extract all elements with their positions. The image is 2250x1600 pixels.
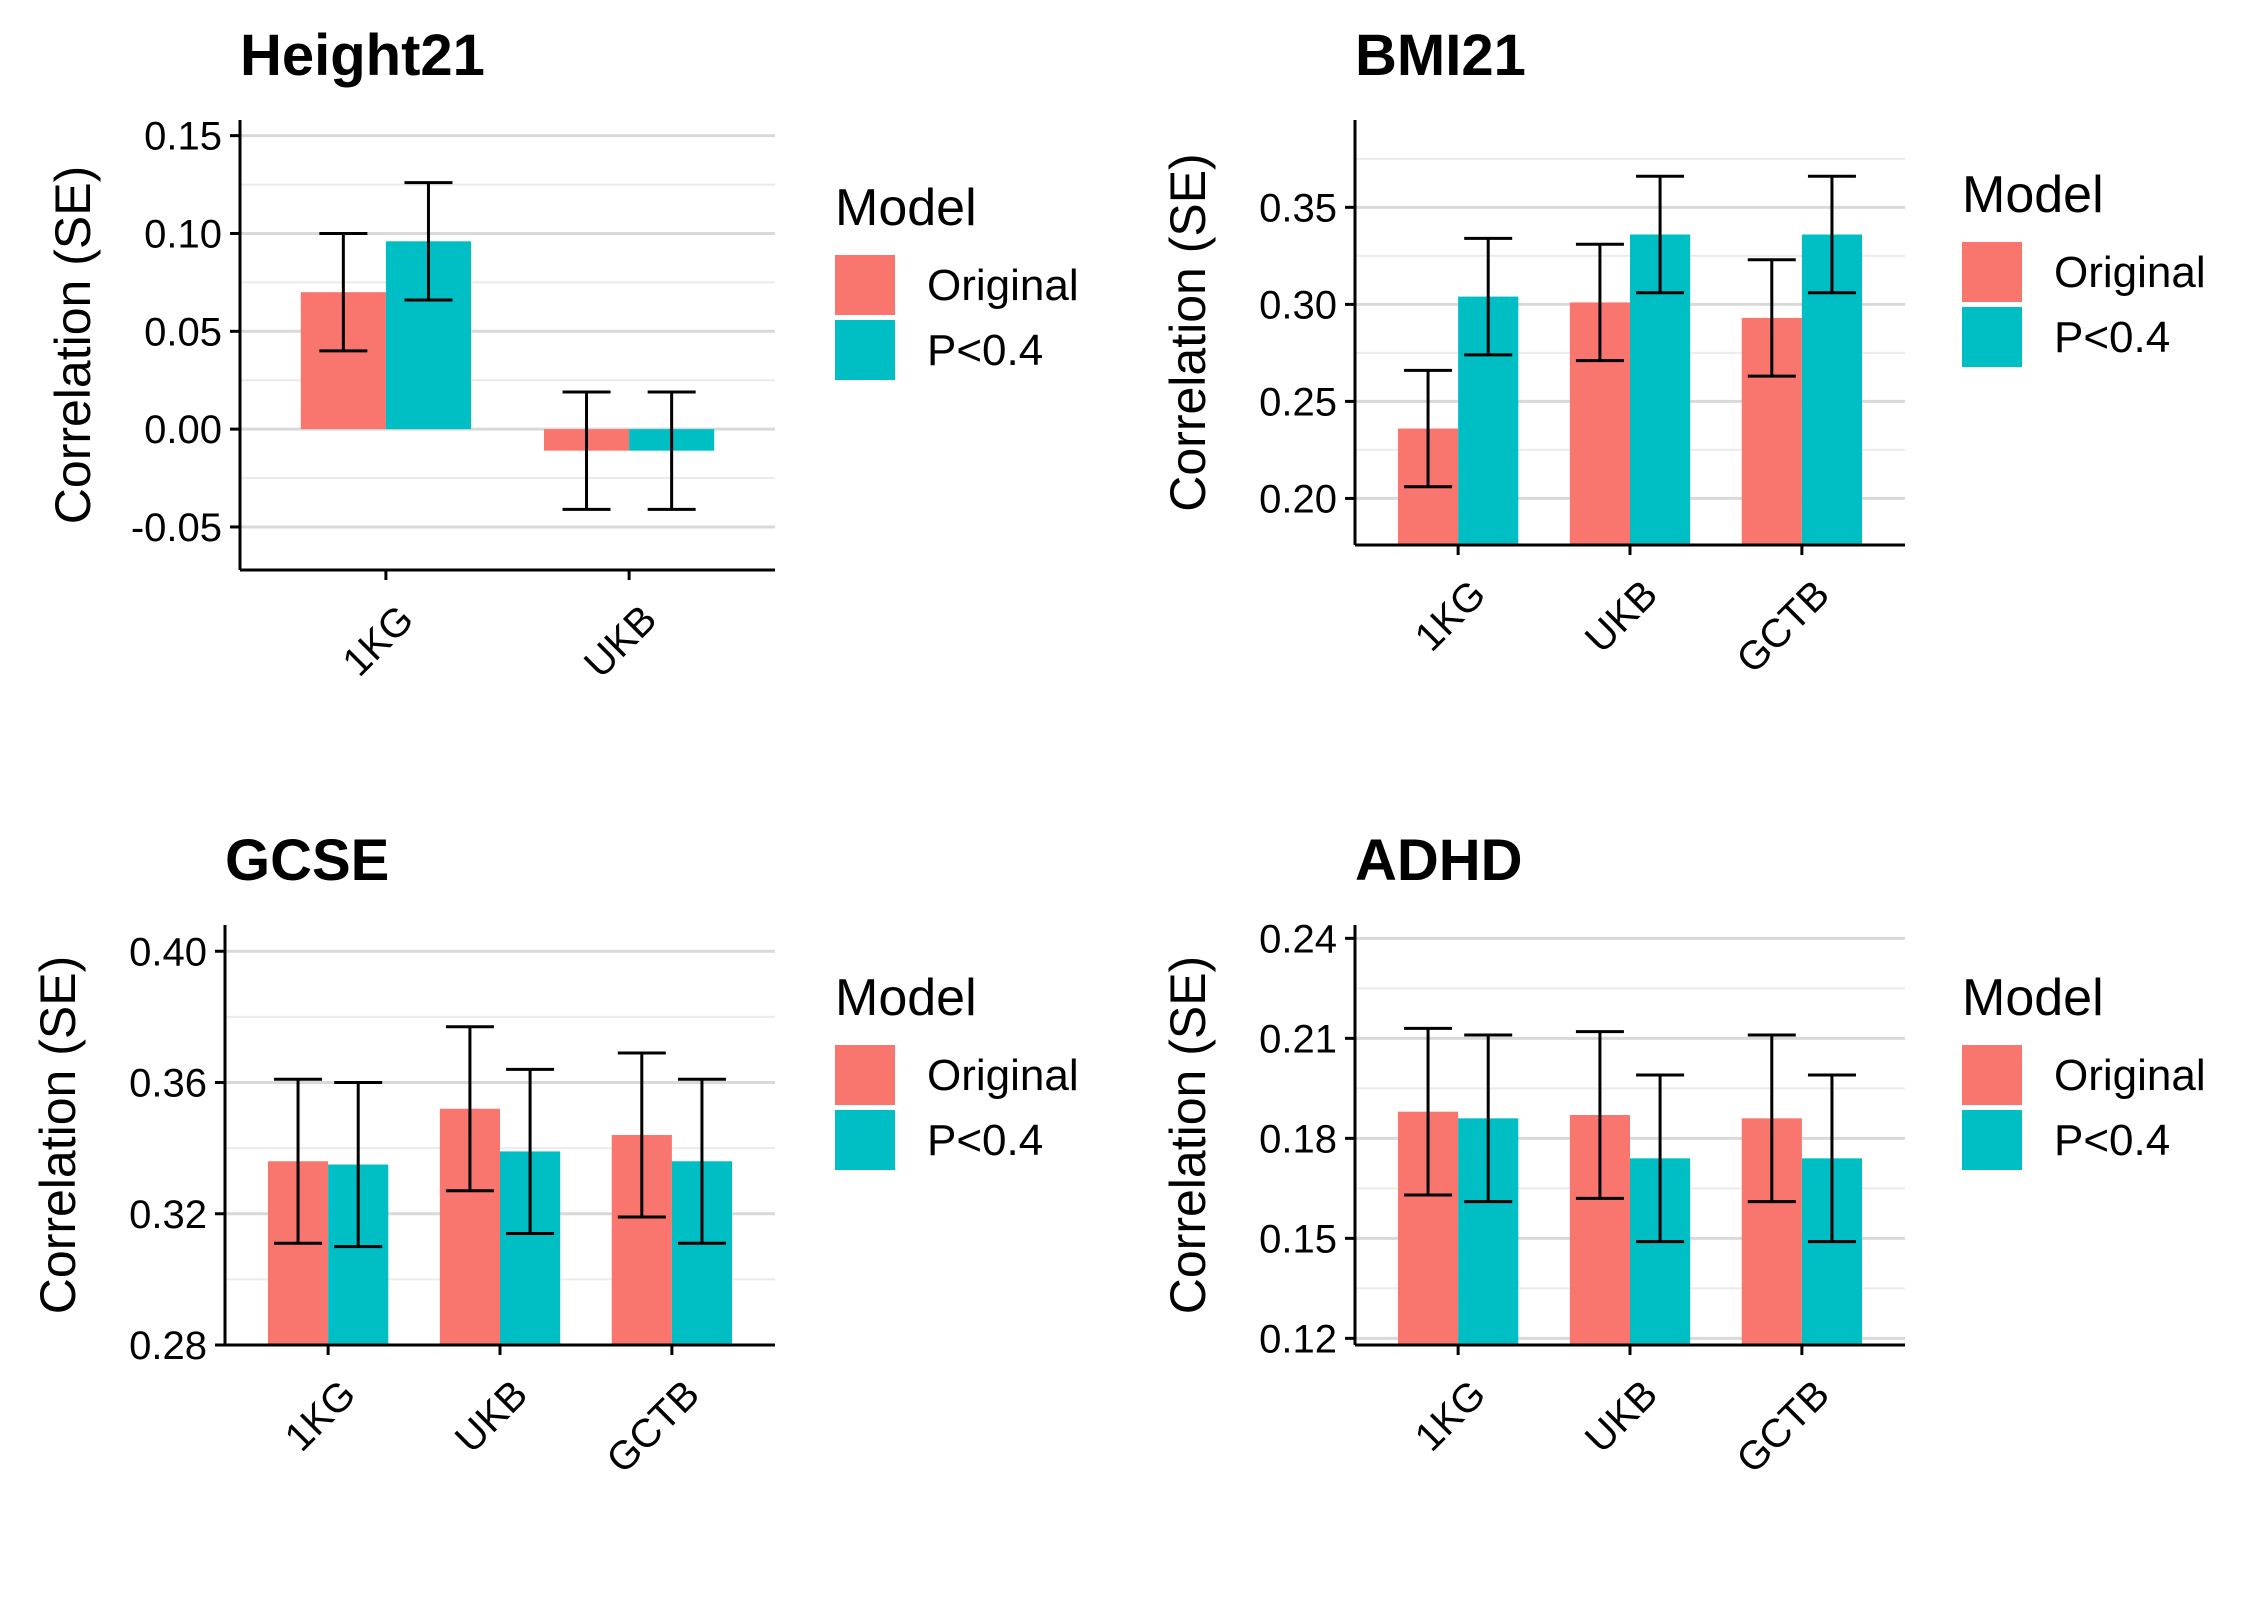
y-axis-label: Correlation (SE) <box>30 956 86 1314</box>
chart-panel-4: 0.12 0.15 0.18 0.21 0.24 1KG UKB GCTB ADHD Correl… <box>1160 828 2206 1482</box>
legend-label: Original <box>927 1051 1079 1100</box>
chart-title: ADHD <box>1355 828 1523 893</box>
y-tick-label: 0.18 <box>1259 1117 1337 1161</box>
legend-title: Model <box>835 179 977 237</box>
legend-key-original <box>835 1045 895 1105</box>
legend: Model Original P<0.4 <box>835 179 1079 380</box>
legend: Model Original P<0.4 <box>1962 969 2206 1170</box>
legend-label: Original <box>927 261 1079 310</box>
y-tick-label: 0.20 <box>1259 477 1337 521</box>
y-tick-label: 0.32 <box>129 1193 207 1237</box>
legend-key-original <box>835 255 895 315</box>
chart-title: GCSE <box>225 828 389 893</box>
y-tick-label: 0.00 <box>144 408 222 452</box>
chart-title: BMI21 <box>1355 23 1526 88</box>
x-tick-label: UKB <box>1577 572 1666 661</box>
y-axis-label: Correlation (SE) <box>45 166 101 524</box>
y-tick-label: 0.30 <box>1259 283 1337 327</box>
legend-key-p04 <box>835 320 895 380</box>
x-tick-label: 1KG <box>1407 1372 1495 1460</box>
y-tick-label: 0.10 <box>144 212 222 256</box>
x-tick-label: 1KG <box>277 1372 365 1460</box>
y-tick-label: 0.36 <box>129 1062 207 1106</box>
chart-panel-2: 0.20 0.25 0.30 0.35 1KG UKB GCTB BMI21 Correlati… <box>1160 23 2206 682</box>
y-tick-label: 0.35 <box>1259 186 1337 230</box>
y-tick-label: 0.28 <box>129 1324 207 1368</box>
legend-key-original <box>1962 242 2022 302</box>
x-tick-label: GCTB <box>1728 1372 1838 1482</box>
y-tick-label: 0.05 <box>144 310 222 354</box>
legend-key-p04 <box>1962 1110 2022 1170</box>
y-tick-label: 0.12 <box>1259 1317 1337 1361</box>
x-tick-label: GCTB <box>598 1372 708 1482</box>
legend-label: Original <box>2054 1051 2206 1100</box>
x-tick-label: UKB <box>576 597 665 686</box>
legend-title: Model <box>835 969 977 1027</box>
y-tick-label: 0.24 <box>1259 917 1337 961</box>
x-tick-label: 1KG <box>1407 572 1495 660</box>
y-tick-label: 0.40 <box>129 930 207 974</box>
x-tick-label: UKB <box>447 1372 536 1461</box>
legend-label: Original <box>2054 248 2206 297</box>
y-tick-label: 0.21 <box>1259 1017 1337 1061</box>
legend-label: P<0.4 <box>2054 313 2170 362</box>
chart-panel-1: -0.05 0.00 0.05 0.10 0.15 1KG UKB Height21 Corre… <box>45 23 1079 686</box>
legend-key-p04 <box>1962 307 2022 367</box>
legend-title: Model <box>1962 166 2104 224</box>
legend-label: P<0.4 <box>927 1116 1043 1165</box>
legend-key-original <box>1962 1045 2022 1105</box>
chart-panel-3: 0.28 0.32 0.36 0.40 1KG UKB GCTB GCSE Correlatio… <box>30 828 1079 1482</box>
legend-title: Model <box>1962 969 2104 1027</box>
x-tick-label: UKB <box>1577 1372 1666 1461</box>
y-tick-label: -0.05 <box>131 506 222 550</box>
legend: Model Original P<0.4 <box>1962 166 2206 367</box>
legend: Model Original P<0.4 <box>835 969 1079 1170</box>
legend-key-p04 <box>835 1110 895 1170</box>
x-tick-label: GCTB <box>1728 572 1838 682</box>
x-tick-label: 1KG <box>334 597 422 685</box>
chart-title: Height21 <box>240 23 485 88</box>
legend-label: P<0.4 <box>2054 1116 2170 1165</box>
y-axis-label: Correlation (SE) <box>1160 153 1216 511</box>
legend-label: P<0.4 <box>927 326 1043 375</box>
y-axis-label: Correlation (SE) <box>1160 956 1216 1314</box>
y-tick-label: 0.15 <box>1259 1217 1337 1261</box>
y-tick-label: 0.15 <box>144 115 222 159</box>
y-tick-label: 0.25 <box>1259 380 1337 424</box>
